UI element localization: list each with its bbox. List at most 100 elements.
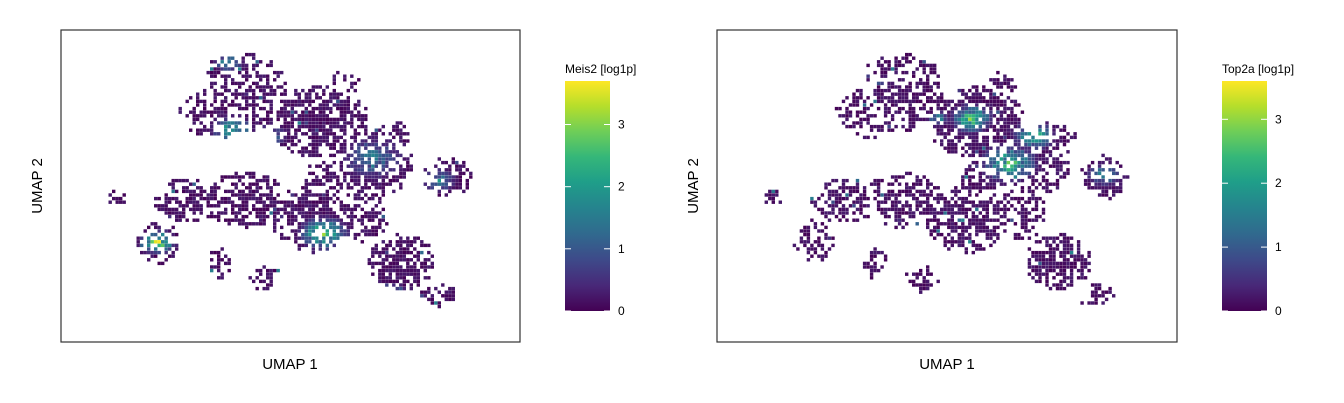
umap-point bbox=[855, 196, 860, 201]
umap-point bbox=[329, 240, 333, 244]
umap-point bbox=[1112, 178, 1116, 183]
umap-point bbox=[304, 196, 308, 201]
umap-point bbox=[318, 243, 322, 248]
umap-point bbox=[301, 200, 305, 204]
umap-point bbox=[203, 128, 207, 132]
umap-point bbox=[322, 92, 326, 96]
umap-point bbox=[1006, 117, 1011, 122]
umap-point bbox=[322, 196, 326, 201]
umap-point bbox=[950, 128, 954, 132]
umap-point bbox=[999, 110, 1004, 114]
umap-point bbox=[311, 121, 315, 125]
umap-point bbox=[448, 294, 452, 298]
umap-point bbox=[350, 81, 354, 86]
umap-point bbox=[224, 254, 228, 258]
umap-point bbox=[140, 250, 144, 255]
umap-point bbox=[1076, 276, 1081, 280]
umap-point bbox=[869, 258, 874, 262]
umap-point bbox=[1010, 168, 1014, 172]
umap-point bbox=[346, 232, 350, 237]
umap-point bbox=[210, 214, 214, 219]
umap-point bbox=[841, 99, 846, 104]
umap-point bbox=[266, 204, 270, 208]
umap-point bbox=[1062, 171, 1067, 176]
umap-point bbox=[985, 146, 989, 150]
umap-point bbox=[217, 106, 221, 111]
umap-point bbox=[269, 60, 273, 64]
umap-point bbox=[926, 279, 930, 284]
umap-point bbox=[964, 124, 968, 129]
umap-point bbox=[112, 189, 116, 194]
umap-point bbox=[308, 200, 312, 204]
umap-point bbox=[1055, 164, 1060, 168]
umap-point bbox=[961, 110, 965, 114]
umap-point bbox=[213, 74, 217, 78]
umap-point bbox=[245, 106, 249, 111]
umap-point bbox=[147, 225, 151, 230]
umap-point bbox=[315, 142, 319, 147]
umap-point bbox=[1024, 218, 1028, 222]
umap-point bbox=[346, 121, 350, 125]
umap-point bbox=[287, 146, 291, 150]
umap-point bbox=[820, 254, 825, 258]
umap-point bbox=[346, 182, 350, 186]
umap-point bbox=[255, 70, 259, 75]
umap-point bbox=[926, 196, 930, 201]
umap-point bbox=[961, 175, 965, 179]
umap-point bbox=[444, 294, 448, 298]
umap-point bbox=[883, 200, 888, 204]
umap-point bbox=[185, 200, 189, 204]
umap-point bbox=[220, 99, 224, 104]
umap-point bbox=[919, 182, 923, 186]
umap-point bbox=[989, 124, 993, 129]
umap-point bbox=[852, 204, 856, 208]
umap-point bbox=[283, 128, 287, 132]
umap-point bbox=[1087, 175, 1091, 179]
umap-point bbox=[1017, 103, 1021, 107]
umap-point bbox=[437, 189, 441, 194]
umap-point bbox=[992, 99, 997, 104]
umap-point bbox=[325, 193, 329, 197]
umap-point bbox=[852, 211, 856, 215]
umap-point bbox=[245, 121, 249, 125]
umap-point bbox=[448, 290, 452, 294]
umap-point bbox=[343, 117, 347, 122]
umap-point bbox=[1034, 232, 1039, 237]
umap-point bbox=[269, 211, 273, 215]
umap-point bbox=[968, 132, 972, 136]
umap-point bbox=[1055, 178, 1060, 183]
umap-point bbox=[357, 132, 361, 136]
umap-point bbox=[213, 70, 217, 75]
umap-point bbox=[297, 222, 301, 226]
umap-point bbox=[367, 157, 371, 161]
umap-point bbox=[908, 85, 912, 89]
umap-point bbox=[388, 261, 392, 266]
umap-point bbox=[999, 117, 1004, 122]
umap-point bbox=[227, 67, 231, 71]
umap-point bbox=[325, 135, 329, 140]
umap-point bbox=[1038, 261, 1042, 266]
umap-point bbox=[978, 243, 982, 248]
umap-point bbox=[1031, 276, 1035, 280]
umap-point bbox=[234, 211, 238, 215]
umap-point bbox=[224, 207, 228, 212]
umap-point bbox=[199, 189, 203, 194]
umap-point bbox=[311, 132, 315, 136]
umap-point bbox=[378, 160, 382, 165]
umap-point bbox=[245, 193, 249, 197]
umap-point bbox=[392, 279, 396, 284]
umap-point bbox=[961, 99, 965, 104]
umap-point bbox=[287, 114, 291, 118]
umap-point bbox=[1069, 268, 1074, 273]
umap-point bbox=[332, 92, 336, 96]
umap-point bbox=[252, 110, 256, 114]
umap-point bbox=[1052, 261, 1056, 266]
umap-point bbox=[339, 92, 343, 96]
umap-point bbox=[406, 240, 410, 244]
umap-point bbox=[220, 276, 224, 280]
umap-point bbox=[406, 261, 410, 266]
umap-point bbox=[947, 99, 951, 104]
umap-point bbox=[905, 272, 909, 276]
umap-point bbox=[297, 200, 301, 204]
umap-point bbox=[936, 81, 940, 86]
